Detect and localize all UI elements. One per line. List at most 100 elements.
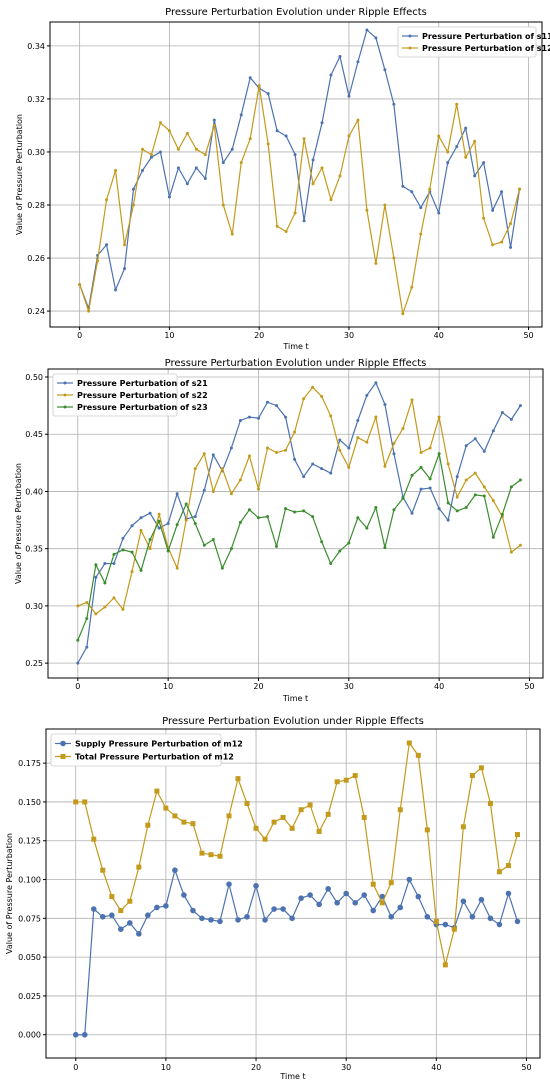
data-point [148,511,152,515]
data-point [383,464,387,468]
data-point [302,509,306,513]
data-point [112,596,116,600]
data-point [121,607,125,611]
data-point [451,926,457,932]
data-point [388,913,395,920]
data-point [500,410,504,414]
data-point [329,471,333,475]
data-point [176,166,180,170]
legend-marker [60,740,66,747]
data-point [338,549,342,553]
y-tick-label: 0.000 [18,1031,41,1040]
data-point [280,906,286,912]
data-point [347,446,351,450]
data-point [73,799,79,805]
data-point [76,604,80,608]
x-tick-label: 10 [164,331,174,340]
data-point [239,113,243,117]
y-tick-label: 0.34 [27,42,45,51]
plot-frame [47,368,544,679]
y-tick-label: 0.45 [25,430,43,439]
data-point [72,1031,79,1038]
data-point [185,131,189,135]
data-point [397,904,404,911]
data-point [473,139,477,143]
legend-marker [63,405,67,409]
data-point [275,544,279,548]
data-point [266,142,270,146]
data-point [176,147,180,151]
data-point [347,94,351,98]
data-point [94,575,98,579]
y-tick-label: 0.075 [18,914,41,923]
data-point [442,962,448,968]
data-point [325,811,331,817]
data-point [401,184,405,188]
data-point [175,523,179,527]
data-point [478,765,484,771]
data-point [365,440,369,444]
data-point [96,259,100,263]
series-line [79,28,521,311]
y-tick-label: 0.35 [25,545,43,554]
data-point [343,777,349,783]
data-point [356,419,360,422]
y-tick-label: 0.26 [27,254,45,263]
data-point [500,240,504,244]
data-point [118,926,124,932]
data-point [139,516,143,520]
y-axis-label: Value of Pressure Perturbation [14,463,23,584]
data-point [401,496,405,500]
data-point [428,477,432,481]
data-point [379,900,385,906]
data-point [149,153,153,157]
y-tick-label: 0.30 [25,602,43,611]
data-point [275,224,279,228]
data-point [320,394,324,398]
data-point [114,288,118,292]
legend-label: Total Pressure Perturbation of m12 [75,753,234,762]
data-point [85,645,89,649]
legend: Supply Pressure Perturbation of m12 Total… [50,733,243,767]
legend-marker [408,34,412,38]
data-point [428,486,432,490]
data-point [352,900,359,906]
data-point [500,512,504,516]
data-point [316,901,322,908]
data-point [275,129,279,133]
x-tick-label: 40 [434,682,444,691]
data-point [392,102,396,106]
data-point [491,208,495,212]
data-point [514,832,520,838]
chart-panel-3: 0 10 20 30 40 50 0.000 0.025 0.050 0.075 0.100 0.12… [5,716,541,1081]
y-tick-label: 0.28 [27,201,45,210]
x-tick-label: 20 [254,331,264,340]
data-point [374,505,378,509]
data-point [105,198,109,202]
data-point [190,907,196,914]
data-point [352,773,358,779]
data-point [410,511,414,515]
data-point [388,880,394,886]
data-point [284,448,288,452]
x-axis-label: Time t [282,694,308,703]
data-point [361,814,367,820]
data-point [202,488,206,492]
data-point [211,489,215,493]
data-point [419,465,423,469]
data-point [347,465,351,469]
data-point [343,890,349,897]
data-point [302,219,306,223]
data-point [329,198,333,202]
data-point [284,134,288,138]
data-point [208,917,214,923]
series-line [77,381,521,664]
data-point [265,400,269,404]
data-point [419,451,423,455]
data-point [446,462,450,466]
data-point [329,414,333,418]
data-point [109,912,115,919]
y-tick-label: 0.50 [25,373,43,382]
data-point [289,915,295,922]
data-point [154,904,160,911]
